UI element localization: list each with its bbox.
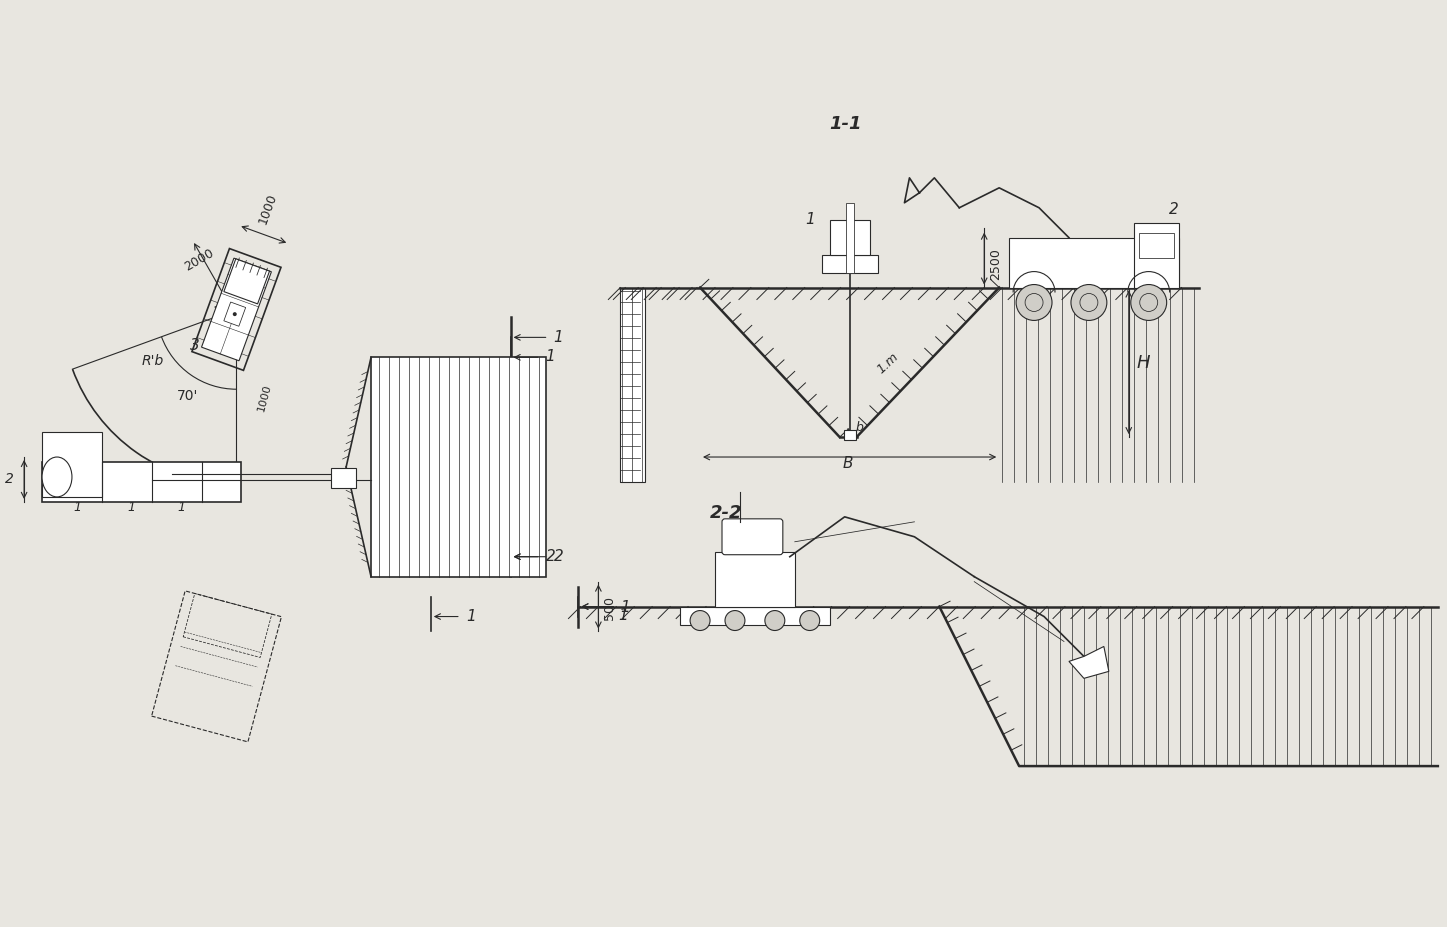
Polygon shape [201, 259, 272, 362]
Circle shape [690, 611, 710, 630]
Bar [845, 204, 854, 273]
Text: 1000: 1000 [256, 192, 279, 226]
Text: 1: 1 [178, 501, 185, 514]
Circle shape [233, 312, 237, 317]
Text: 2: 2 [554, 548, 563, 563]
Bar [680, 607, 829, 625]
Text: 1: 1 [805, 211, 815, 226]
Text: 2: 2 [4, 472, 13, 486]
Text: 1000: 1000 [256, 382, 273, 412]
Ellipse shape [42, 458, 72, 498]
Bar [42, 463, 242, 502]
Text: 1: 1 [554, 330, 563, 345]
Bar [822, 255, 877, 273]
Text: 3: 3 [190, 337, 200, 352]
Polygon shape [1069, 647, 1108, 679]
Text: 2: 2 [1169, 201, 1178, 217]
Bar [42, 433, 101, 498]
Text: 2: 2 [546, 548, 556, 563]
Bar [829, 221, 870, 255]
Circle shape [1130, 286, 1166, 321]
Circle shape [725, 611, 745, 630]
Bar [1139, 234, 1174, 259]
Text: b: b [855, 421, 864, 434]
Text: 1.m: 1.m [874, 349, 901, 375]
Text: 500: 500 [603, 595, 616, 619]
Text: 1: 1 [546, 349, 556, 364]
Text: 2000: 2000 [182, 246, 216, 273]
Text: 2500: 2500 [990, 248, 1003, 279]
Text: B: B [842, 455, 852, 471]
Text: 2-2: 2-2 [710, 503, 742, 521]
Bar [1134, 223, 1179, 288]
Text: 1: 1 [466, 608, 476, 623]
FancyBboxPatch shape [722, 519, 783, 555]
Text: R'b: R'b [142, 354, 164, 368]
Circle shape [800, 611, 819, 630]
Circle shape [765, 611, 784, 630]
Polygon shape [224, 303, 246, 327]
Text: H: H [1137, 354, 1150, 372]
Bar [331, 468, 356, 489]
Bar [1009, 238, 1179, 288]
Text: 1: 1 [618, 607, 628, 622]
Text: 1: 1 [72, 501, 81, 514]
Text: 1: 1 [127, 501, 136, 514]
Bar [370, 358, 546, 577]
Text: 1-1: 1-1 [829, 115, 862, 133]
Circle shape [1016, 286, 1052, 321]
Text: 1: 1 [621, 599, 629, 614]
Bar [844, 431, 855, 440]
Circle shape [1071, 286, 1107, 321]
Bar [715, 552, 794, 607]
Bar [621, 288, 645, 482]
Polygon shape [224, 260, 269, 305]
Text: 70': 70' [177, 388, 198, 402]
